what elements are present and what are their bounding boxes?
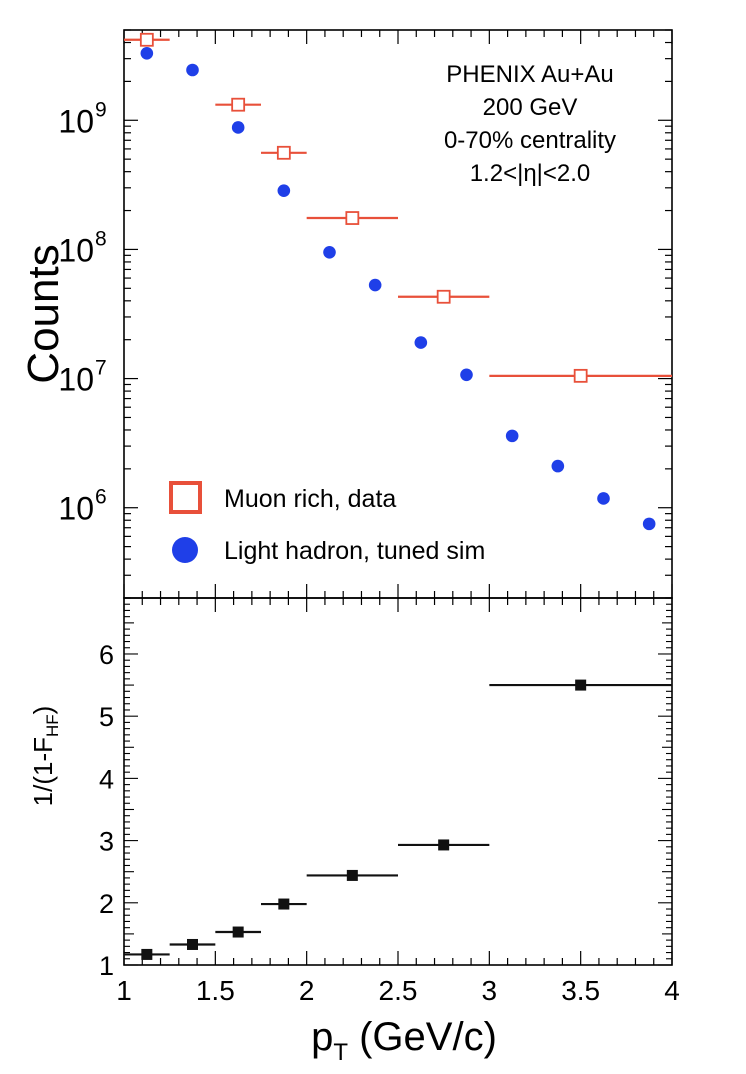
top-plot-frame: [123, 29, 673, 599]
light-hadron-point: [323, 246, 336, 259]
y-tick-label: 2: [99, 889, 114, 919]
y-tick-label-exponent: 7: [95, 357, 107, 380]
y-tick-label-exponent: 9: [95, 98, 107, 121]
ratio-point: [438, 839, 450, 851]
x-tick-label: 1: [116, 975, 132, 1006]
light-hadron-point: [414, 336, 428, 349]
top-panel: [123, 29, 673, 599]
ratio-point: [141, 948, 153, 960]
annotation-line: PHENIX Au+Au: [446, 61, 613, 88]
y-axis-label-tail: ): [28, 706, 58, 715]
annotation-line: 1.2<|η|<2.0: [470, 160, 591, 187]
x-tick-label: 3.5: [561, 975, 600, 1006]
muon-rich-point: [139, 32, 154, 47]
y-tick-label: 1: [99, 951, 114, 981]
x-tick-label: 1.5: [196, 975, 235, 1006]
y-tick-label: 10: [58, 362, 94, 398]
annotation-line: 0-70% centrality: [444, 127, 616, 154]
data-marks: [124, 32, 672, 960]
bottom-panel: [123, 597, 673, 966]
ratio-point: [278, 898, 290, 910]
y-axis-label-base: 1/(1-F: [28, 737, 58, 806]
y-tick-label: 10: [58, 232, 94, 268]
x-tick-label: 4: [664, 975, 680, 1006]
x-axis-label-sub: T: [333, 1039, 348, 1066]
legend-muon-rich-label: Muon rich, data: [224, 485, 396, 513]
ratio-point: [346, 869, 358, 881]
x-axis-label-base: p: [311, 1015, 333, 1059]
y-tick-label-exponent: 6: [95, 486, 107, 509]
y-axis-label: Counts: [19, 244, 68, 383]
light-hadron-point: [277, 184, 291, 197]
light-hadron-point: [505, 429, 519, 443]
annotation-line: 200 GeV: [483, 94, 578, 121]
light-hadron-point: [186, 63, 199, 77]
light-hadron-point: [140, 47, 154, 60]
y-axis-label: 1/(1-FHF): [28, 706, 62, 807]
bottom-plot-frame: [123, 597, 673, 966]
y-tick-label: 5: [99, 702, 114, 732]
muon-rich-point: [573, 368, 588, 383]
y-tick-label: 3: [99, 827, 114, 857]
light-hadron-point: [368, 278, 382, 292]
x-axis-label: pT (GeV/c): [311, 1015, 497, 1066]
y-tick-label: 10: [58, 103, 94, 139]
light-hadron-point: [551, 459, 565, 473]
legend-light-hadron-marker: [172, 537, 198, 563]
ratio-point: [232, 926, 244, 938]
muon-rich-point: [436, 289, 451, 304]
y-tick-label: 4: [99, 764, 114, 794]
y-tick-label-exponent: 8: [95, 227, 107, 250]
light-hadron-point: [597, 492, 610, 505]
ratio-point: [575, 679, 587, 691]
legend-muon-rich-marker: [169, 481, 202, 514]
x-tick-label: 3: [482, 975, 498, 1006]
muon-rich-point: [345, 211, 360, 225]
y-tick-label: 10: [58, 491, 94, 527]
x-tick-label: 2: [299, 975, 315, 1006]
light-hadron-point: [231, 121, 245, 134]
ratio-point: [187, 938, 198, 950]
muon-rich-point: [231, 97, 246, 112]
y-axis-label-sub: HF: [43, 714, 62, 737]
light-hadron-point: [642, 517, 656, 531]
x-tick-label: 2.5: [379, 975, 418, 1006]
y-tick-label: 6: [99, 640, 114, 670]
muon-rich-point: [276, 145, 291, 160]
light-hadron-point: [460, 368, 473, 382]
legend-light-hadron-label: Light hadron, tuned sim: [224, 537, 485, 565]
x-axis-label-tail: (GeV/c): [348, 1015, 497, 1059]
